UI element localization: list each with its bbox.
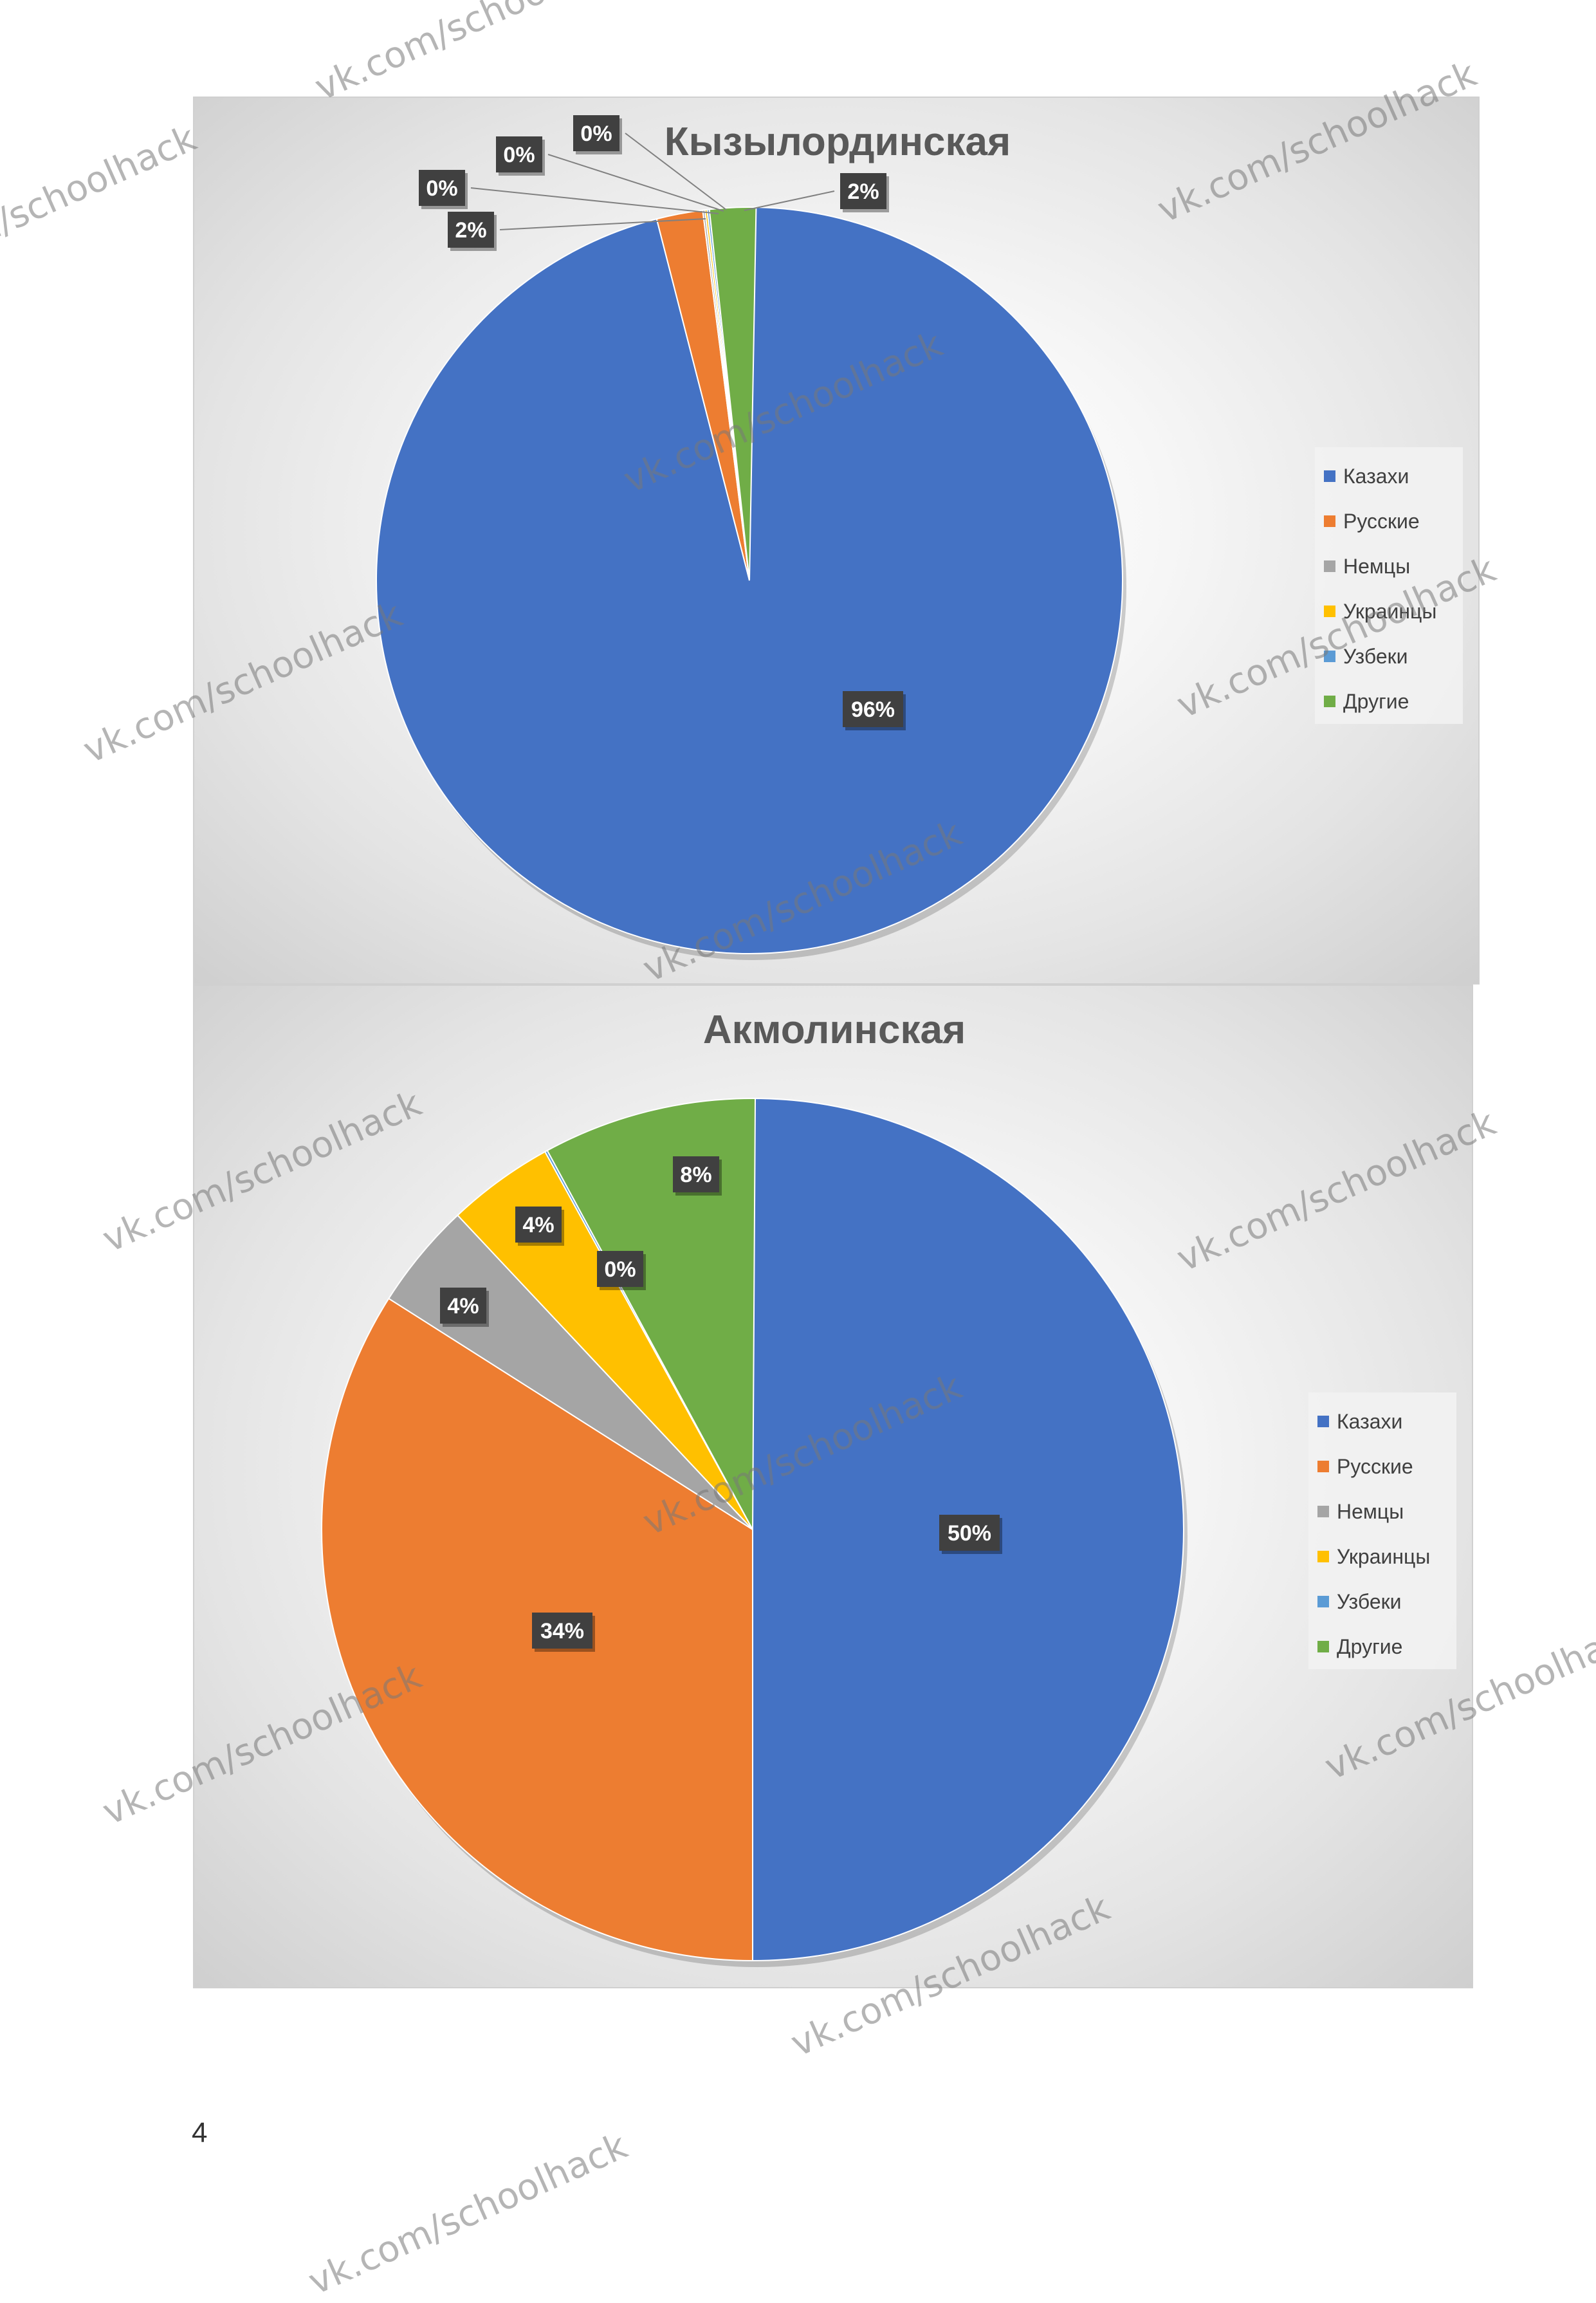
data-label: 4% [522, 1213, 554, 1237]
chart-panel-kyzylorda: 96% 2% 0% 0% 0% 2% Кызылординская Казахи Русс… [193, 97, 1480, 985]
legend-swatch [1317, 1641, 1329, 1652]
data-label-box [440, 1288, 486, 1324]
data-label-box [573, 115, 619, 151]
legend-label: Казахи [1343, 464, 1409, 488]
legend-label: Другие [1337, 1634, 1403, 1658]
legend-label: Русские [1337, 1454, 1413, 1478]
chart-legend: Казахи Русские Немцы Украинцы Узбеки Дру… [1315, 447, 1463, 724]
data-label: 8% [680, 1163, 711, 1187]
chart-title: Кызылординская [664, 120, 1011, 164]
data-label-box [448, 212, 494, 248]
watermark: vk.com/schoolhack [0, 117, 203, 296]
legend-swatch [1324, 560, 1335, 572]
data-label-box [419, 170, 465, 206]
data-label: 2% [847, 180, 879, 204]
data-label-box [939, 1515, 1000, 1551]
data-label: 0% [426, 176, 457, 201]
legend-label: Узбеки [1337, 1589, 1402, 1613]
legend-item: Украинцы [1317, 1534, 1447, 1579]
page-number: 4 [192, 2117, 208, 2149]
legend-item: Украинцы [1324, 589, 1454, 634]
data-label-box [532, 1613, 592, 1649]
legend-item: Казахи [1324, 454, 1454, 499]
legend-item: Казахи [1317, 1399, 1447, 1444]
legend-label: Русские [1343, 509, 1420, 533]
data-label-box [840, 173, 886, 209]
data-label-box [597, 1251, 643, 1287]
legend-item: Другие [1317, 1624, 1447, 1669]
legend-label: Украинцы [1337, 1544, 1431, 1568]
legend-label: Немцы [1337, 1499, 1404, 1523]
pie-slice-6 [546, 1098, 757, 1530]
leader-line [547, 154, 724, 212]
data-label: 0% [604, 1257, 636, 1282]
legend-label: Немцы [1343, 554, 1411, 578]
legend-item: Узбеки [1324, 634, 1454, 679]
legend-swatch [1324, 651, 1335, 662]
legend-swatch [1324, 696, 1335, 707]
pie-chart-kyzylorda: 96% 2% 0% 0% 0% 2% [376, 115, 1126, 960]
data-label: 0% [580, 122, 612, 146]
data-label: 34% [540, 1619, 584, 1643]
leader-line [625, 133, 727, 210]
legend-label: Казахи [1337, 1409, 1403, 1433]
watermark: vk.com/schoolhack [309, 0, 640, 109]
legend-item: Немцы [1317, 1489, 1447, 1534]
legend-item: Русские [1317, 1444, 1447, 1489]
legend-swatch [1324, 470, 1335, 482]
legend-swatch [1317, 1506, 1329, 1517]
data-label: 4% [447, 1294, 479, 1318]
legend-swatch [1324, 515, 1335, 527]
legend-label: Узбеки [1343, 644, 1408, 668]
legend-swatch [1324, 606, 1335, 617]
data-label-box [843, 691, 903, 727]
legend-item: Другие [1324, 679, 1454, 724]
legend-item: Узбеки [1317, 1579, 1447, 1624]
legend-swatch [1317, 1416, 1329, 1427]
data-label-box [673, 1156, 719, 1192]
legend-item: Русские [1324, 499, 1454, 544]
watermark: vk.com/schoolhack [302, 2125, 634, 2303]
legend-swatch [1317, 1551, 1329, 1562]
leader-line [470, 187, 719, 214]
data-label: 96% [851, 698, 895, 722]
data-label: 0% [503, 143, 535, 167]
data-label-box [496, 136, 542, 172]
chart-panel-akmola: 50% 34% 4% 4% 0% 8% Акмолинская Казахи Русски… [193, 985, 1473, 1988]
data-label-box [515, 1207, 562, 1243]
legend-label: Другие [1343, 689, 1409, 713]
data-label: 50% [948, 1521, 991, 1546]
chart-title: Акмолинская [702, 1008, 966, 1052]
leader-line [744, 190, 835, 211]
legend-swatch [1317, 1596, 1329, 1607]
leader-line [499, 218, 706, 230]
chart-legend: Казахи Русские Немцы Украинцы Узбеки Дру… [1308, 1392, 1456, 1669]
legend-swatch [1317, 1461, 1329, 1472]
data-label: 2% [455, 218, 486, 243]
legend-label: Украинцы [1343, 599, 1437, 623]
legend-item: Немцы [1324, 544, 1454, 589]
pie-chart-akmola: 50% 34% 4% 4% 0% 8% [321, 1097, 1188, 1967]
